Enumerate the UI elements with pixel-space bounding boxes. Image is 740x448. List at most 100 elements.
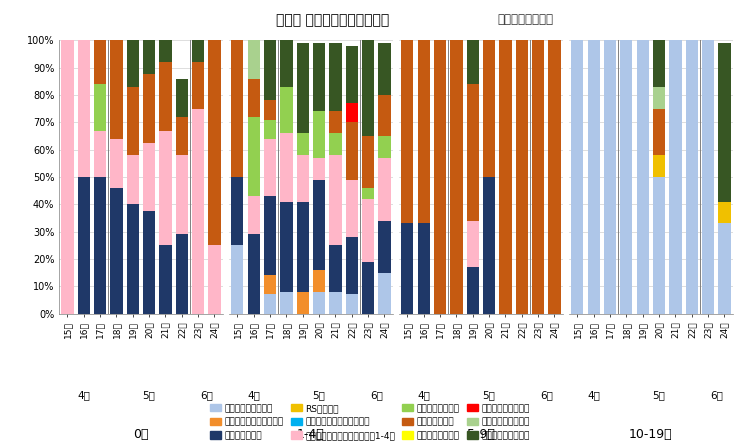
Bar	[378, 221, 391, 272]
Bar	[231, 177, 243, 246]
Bar	[362, 262, 374, 314]
Text: 10-19歳: 10-19歳	[629, 428, 673, 441]
Bar	[653, 87, 665, 109]
Bar	[248, 117, 260, 196]
Text: 4月: 4月	[247, 390, 260, 400]
Bar	[127, 40, 139, 87]
Bar	[329, 43, 342, 112]
Bar	[346, 122, 358, 180]
Bar	[159, 40, 172, 62]
Bar	[467, 38, 479, 84]
Bar	[110, 40, 123, 139]
Bar	[653, 155, 665, 177]
Bar	[264, 100, 276, 120]
Bar	[483, 177, 495, 314]
Bar	[417, 224, 430, 314]
Bar	[362, 188, 374, 199]
Bar	[192, 109, 204, 314]
Bar	[159, 130, 172, 246]
Bar	[143, 143, 155, 211]
Bar	[313, 180, 325, 270]
Bar	[329, 155, 342, 246]
Bar	[264, 139, 276, 196]
Bar	[516, 40, 528, 314]
Bar	[127, 87, 139, 155]
Text: 6月: 6月	[710, 390, 723, 400]
Bar	[378, 272, 391, 314]
Text: 0歳: 0歳	[133, 428, 149, 441]
Bar	[264, 120, 276, 139]
Bar	[248, 196, 260, 234]
Bar	[313, 292, 325, 314]
Bar	[280, 133, 292, 202]
Bar	[588, 40, 600, 314]
Bar	[653, 177, 665, 314]
Text: 4月: 4月	[588, 390, 600, 400]
Bar	[264, 40, 276, 100]
Bar	[297, 292, 309, 314]
Bar	[685, 40, 698, 314]
Bar	[362, 199, 374, 262]
Bar	[209, 40, 221, 246]
Bar	[78, 177, 90, 314]
Bar	[159, 62, 172, 130]
Bar	[702, 40, 714, 314]
Bar	[378, 158, 391, 221]
Bar	[401, 40, 414, 224]
Bar	[143, 211, 155, 314]
Text: （不検出を除く）: （不検出を除く）	[497, 13, 554, 26]
Text: 年齢別 病原体検出割合の推移: 年齢別 病原体検出割合の推移	[276, 13, 390, 27]
Bar	[532, 40, 544, 314]
Bar	[669, 40, 682, 314]
Bar	[280, 202, 292, 292]
Bar	[280, 87, 292, 133]
Bar	[719, 224, 730, 314]
Text: 5月: 5月	[312, 390, 326, 400]
Bar	[467, 221, 479, 267]
Text: 4月: 4月	[417, 390, 430, 400]
Text: 5月: 5月	[482, 390, 496, 400]
Bar	[175, 234, 188, 314]
Text: 6月: 6月	[370, 390, 383, 400]
Bar	[127, 155, 139, 204]
Bar	[231, 246, 243, 314]
Bar	[329, 112, 342, 133]
Bar	[192, 62, 204, 109]
Bar	[378, 43, 391, 95]
Bar	[346, 103, 358, 122]
Bar	[313, 43, 325, 112]
Bar	[313, 158, 325, 180]
Text: 5-9歳: 5-9歳	[467, 428, 495, 441]
Bar	[604, 40, 616, 314]
Bar	[231, 40, 243, 177]
Bar	[297, 202, 309, 292]
Bar	[209, 246, 221, 314]
Bar	[127, 204, 139, 314]
Bar	[434, 40, 446, 314]
Bar	[548, 40, 561, 314]
Bar	[620, 40, 633, 314]
Bar	[329, 292, 342, 314]
Bar	[500, 40, 511, 314]
Bar	[175, 117, 188, 155]
Bar	[297, 155, 309, 202]
Text: 1-4歳: 1-4歳	[297, 428, 325, 441]
Bar	[329, 246, 342, 292]
Bar	[636, 40, 649, 314]
Text: 5月: 5月	[143, 390, 155, 400]
Bar	[401, 224, 414, 314]
Bar	[94, 84, 107, 130]
Bar	[297, 133, 309, 155]
Text: 6月: 6月	[200, 390, 212, 400]
Bar	[297, 43, 309, 133]
Bar	[329, 133, 342, 155]
Bar	[248, 78, 260, 117]
Bar	[653, 108, 665, 155]
Bar	[362, 136, 374, 188]
Bar	[94, 38, 107, 84]
Bar	[483, 40, 495, 177]
Text: 5月: 5月	[653, 390, 665, 400]
Text: 6月: 6月	[540, 390, 553, 400]
Bar	[346, 180, 358, 237]
Bar	[94, 130, 107, 177]
